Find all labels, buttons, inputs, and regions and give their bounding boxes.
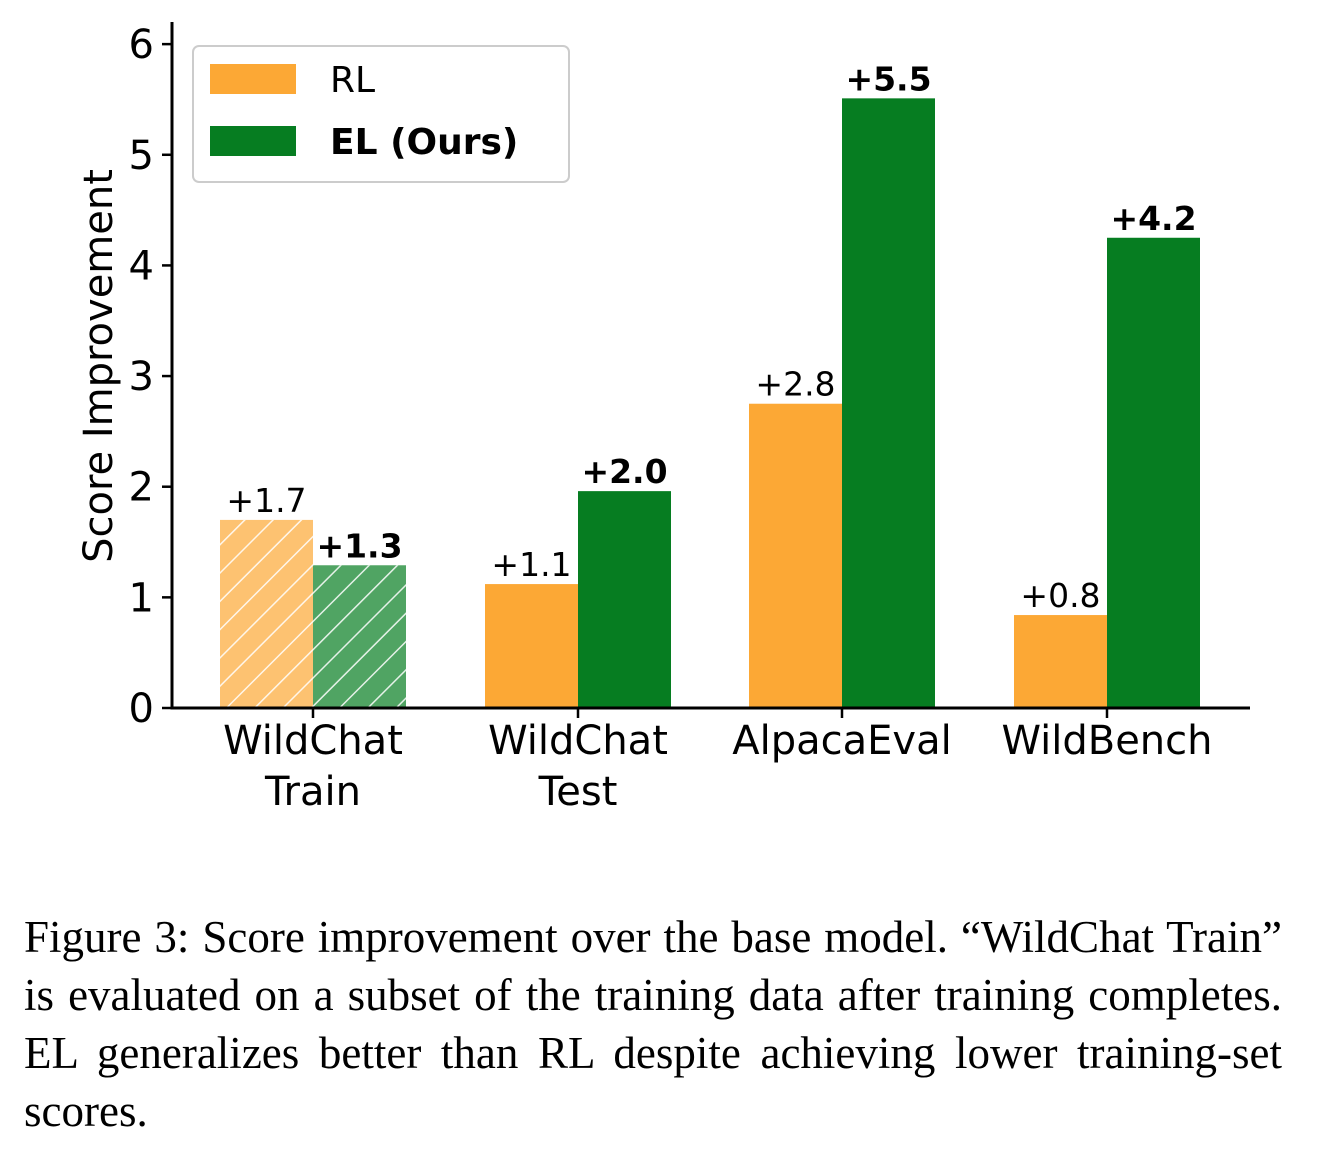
y-tick-label-4: 4 — [129, 243, 154, 289]
axes-layer — [170, 22, 1250, 710]
legend-label-0: RL — [330, 60, 375, 101]
value-labels-layer: +1.7 +1.3 +1.1 +2.0 +2.8 +5.5 +0.8 +4.2 — [226, 59, 1196, 615]
bar-rl-2 — [749, 403, 842, 708]
value-label-0-0: +1.7 — [226, 481, 306, 520]
value-label-1-0: +1.3 — [316, 526, 402, 565]
value-label-1-3: +4.2 — [1110, 199, 1196, 238]
y-ticks-layer: 0 1 2 3 4 5 6 — [129, 22, 172, 732]
x-category-label-0-0: WildChat — [223, 718, 403, 764]
y-tick-label-2: 2 — [129, 465, 154, 511]
value-label-1-1: +2.0 — [581, 452, 667, 491]
figure-caption: Figure 3: Score improvement over the bas… — [24, 912, 1282, 1136]
value-label-0-3: +0.8 — [1020, 576, 1100, 615]
value-label-1-2: +5.5 — [845, 59, 931, 98]
legend-swatch-1 — [210, 126, 296, 156]
legend: RL EL (Ours) — [192, 45, 570, 183]
bar-elours-1 — [578, 491, 671, 708]
bar-rl-3 — [1014, 615, 1107, 708]
y-tick-label-0: 0 — [129, 686, 154, 732]
bar-hatch-1-0 — [313, 565, 406, 708]
bar-elours-3 — [1107, 237, 1200, 709]
x-category-label-1-0: WildChat — [488, 718, 668, 764]
score-improvement-chart: +1.7 +1.3 +1.1 +2.0 +2.8 +5.5 +0.8 +4.2 0 1 2 3 4 5 6… — [76, 22, 1250, 815]
x-category-label-1-1: Test — [538, 769, 618, 815]
bar-rl-1 — [485, 584, 578, 708]
value-label-0-1: +1.1 — [491, 545, 571, 584]
value-label-0-2: +2.8 — [755, 365, 835, 404]
bar-elours-2 — [842, 98, 935, 709]
x-category-label-0-1: Train — [264, 769, 361, 815]
bar-hatch-0-0 — [220, 519, 313, 708]
x-category-label-2-0: AlpacaEval — [732, 718, 951, 764]
y-tick-label-5: 5 — [129, 133, 154, 179]
x-categories-layer: WildChat Train WildChat Test AlpacaEval WildB… — [223, 708, 1213, 815]
legend-label-1: EL (Ours) — [330, 122, 518, 163]
y-tick-label-1: 1 — [129, 575, 154, 621]
legend-swatch-0 — [210, 64, 296, 94]
x-category-label-3-0: WildBench — [1001, 718, 1212, 764]
y-tick-label-6: 6 — [129, 22, 154, 68]
y-tick-label-3: 3 — [129, 354, 154, 400]
bars-layer — [220, 98, 1200, 709]
y-axis-label: Score Improvement — [76, 169, 122, 563]
